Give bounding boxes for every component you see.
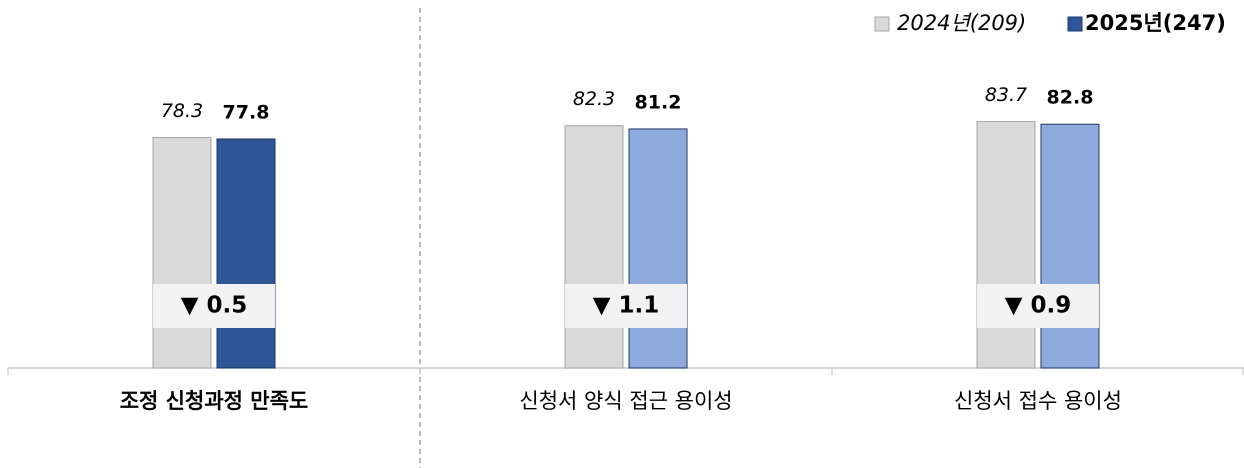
value-label: 81.2	[635, 91, 682, 113]
annotation: ▼ 1.1	[593, 293, 659, 319]
value-label: 78.3	[161, 100, 203, 122]
x-tick-label: 조정 신청과정 만족도	[120, 389, 309, 413]
x-tick-label: 신청서 양식 접근 용이성	[519, 389, 732, 413]
annotation-box	[565, 284, 687, 328]
bar	[1040, 123, 1100, 369]
annotation-box	[977, 284, 1099, 328]
annotation: ▼ 0.5	[181, 293, 247, 319]
value-label: 82.8	[1047, 87, 1094, 109]
annotation-box	[153, 284, 275, 328]
value-label: 83.7	[985, 84, 1027, 106]
legend-swatch	[1067, 16, 1083, 32]
legend-label: 2024년(209)	[897, 11, 1026, 35]
legend-label: 2025년(247)	[1085, 11, 1226, 35]
annotation: ▼ 0.9	[1005, 293, 1071, 319]
value-label: 77.8	[223, 101, 270, 123]
x-tick-label: 신청서 접수 용이성	[954, 389, 1122, 413]
bar	[216, 138, 276, 369]
legend-swatch	[874, 16, 890, 32]
bar	[564, 125, 624, 369]
bar	[152, 136, 212, 369]
bar	[976, 121, 1036, 369]
value-label: 82.3	[573, 88, 615, 110]
bar	[628, 128, 688, 369]
